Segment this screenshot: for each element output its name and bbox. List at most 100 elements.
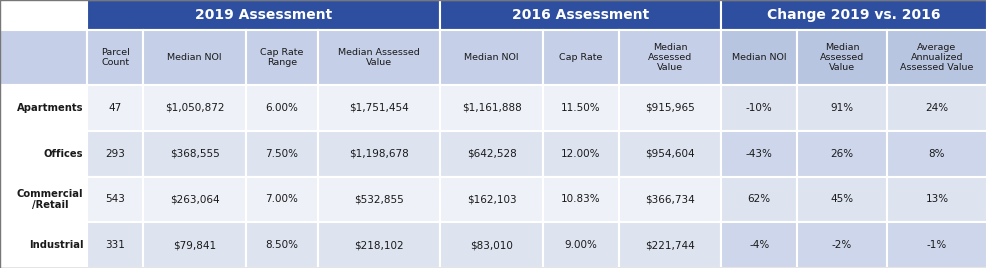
Bar — [885, 30, 986, 85]
Text: 11.50%: 11.50% — [560, 103, 600, 113]
Text: 8.50%: 8.50% — [265, 240, 298, 250]
Bar — [88, 85, 143, 131]
Bar — [885, 85, 986, 131]
Text: 2019 Assessment: 2019 Assessment — [195, 8, 332, 22]
Text: 2016 Assessment: 2016 Assessment — [512, 8, 649, 22]
Text: $221,744: $221,744 — [645, 240, 694, 250]
Text: $1,050,872: $1,050,872 — [165, 103, 224, 113]
Text: 7.50%: 7.50% — [265, 149, 298, 159]
Text: Industrial: Industrial — [29, 240, 83, 250]
Text: 91%: 91% — [829, 103, 853, 113]
Text: Median NOI: Median NOI — [167, 53, 222, 62]
Bar — [88, 30, 143, 85]
Text: Change 2019 vs. 2016: Change 2019 vs. 2016 — [767, 8, 940, 22]
Bar — [542, 85, 618, 131]
Bar — [317, 177, 440, 222]
Bar — [0, 30, 88, 85]
Text: Cap Rate
Range: Cap Rate Range — [260, 48, 304, 67]
Text: 8%: 8% — [928, 149, 945, 159]
Text: $1,751,454: $1,751,454 — [349, 103, 409, 113]
Bar — [542, 222, 618, 268]
Text: $954,604: $954,604 — [645, 149, 694, 159]
Bar — [721, 222, 797, 268]
Bar — [143, 222, 246, 268]
Bar — [440, 30, 542, 85]
Text: $915,965: $915,965 — [645, 103, 694, 113]
Text: $532,855: $532,855 — [354, 194, 404, 204]
Bar — [797, 30, 885, 85]
Bar — [721, 131, 797, 177]
Text: $368,555: $368,555 — [170, 149, 219, 159]
Text: 45%: 45% — [829, 194, 853, 204]
Text: $83,010: $83,010 — [470, 240, 513, 250]
Bar — [618, 177, 721, 222]
Text: Median
Assessed
Value: Median Assessed Value — [647, 43, 691, 72]
Bar — [0, 177, 88, 222]
Text: 24%: 24% — [925, 103, 948, 113]
Bar — [618, 131, 721, 177]
Bar — [88, 222, 143, 268]
Bar — [143, 30, 246, 85]
Text: Median
Assessed
Value: Median Assessed Value — [819, 43, 863, 72]
Bar — [542, 30, 618, 85]
Bar — [0, 222, 88, 268]
Text: Offices: Offices — [43, 149, 83, 159]
Text: $79,841: $79,841 — [173, 240, 216, 250]
Bar — [440, 0, 721, 30]
Text: Median NOI: Median NOI — [464, 53, 519, 62]
Text: -43%: -43% — [745, 149, 772, 159]
Text: $263,064: $263,064 — [170, 194, 219, 204]
Text: -4%: -4% — [748, 240, 768, 250]
Bar — [317, 131, 440, 177]
Bar — [88, 131, 143, 177]
Text: 7.00%: 7.00% — [265, 194, 298, 204]
Text: -10%: -10% — [745, 103, 772, 113]
Bar — [542, 131, 618, 177]
Bar — [721, 0, 986, 30]
Bar — [143, 85, 246, 131]
Bar — [246, 177, 317, 222]
Bar — [317, 30, 440, 85]
Text: Apartments: Apartments — [17, 103, 83, 113]
Bar — [885, 177, 986, 222]
Bar — [0, 0, 88, 30]
Text: -2%: -2% — [831, 240, 851, 250]
Bar — [440, 222, 542, 268]
Text: 62%: 62% — [746, 194, 770, 204]
Bar — [0, 85, 88, 131]
Bar — [885, 222, 986, 268]
Bar — [246, 222, 317, 268]
Text: 9.00%: 9.00% — [564, 240, 597, 250]
Text: Median NOI: Median NOI — [732, 53, 786, 62]
Bar — [542, 177, 618, 222]
Bar — [721, 177, 797, 222]
Text: $642,528: $642,528 — [466, 149, 516, 159]
Text: Median Assessed
Value: Median Assessed Value — [338, 48, 420, 67]
Text: 331: 331 — [106, 240, 125, 250]
Bar — [618, 30, 721, 85]
Bar — [246, 30, 317, 85]
Text: 293: 293 — [106, 149, 125, 159]
Text: 12.00%: 12.00% — [561, 149, 600, 159]
Text: $1,161,888: $1,161,888 — [461, 103, 521, 113]
Bar — [721, 30, 797, 85]
Text: 13%: 13% — [925, 194, 948, 204]
Bar — [246, 85, 317, 131]
Text: Commercial
/Retail: Commercial /Retail — [17, 189, 83, 210]
Bar — [797, 131, 885, 177]
Text: 6.00%: 6.00% — [265, 103, 298, 113]
Text: $162,103: $162,103 — [466, 194, 516, 204]
Bar — [0, 131, 88, 177]
Bar — [618, 85, 721, 131]
Text: -1%: -1% — [926, 240, 946, 250]
Bar — [317, 85, 440, 131]
Text: 543: 543 — [106, 194, 125, 204]
Bar — [618, 222, 721, 268]
Text: 47: 47 — [108, 103, 122, 113]
Bar — [797, 85, 885, 131]
Text: Average
Annualized
Assessed Value: Average Annualized Assessed Value — [899, 43, 972, 72]
Text: $366,734: $366,734 — [645, 194, 694, 204]
Bar — [88, 0, 440, 30]
Bar — [885, 131, 986, 177]
Text: Parcel
Count: Parcel Count — [101, 48, 129, 67]
